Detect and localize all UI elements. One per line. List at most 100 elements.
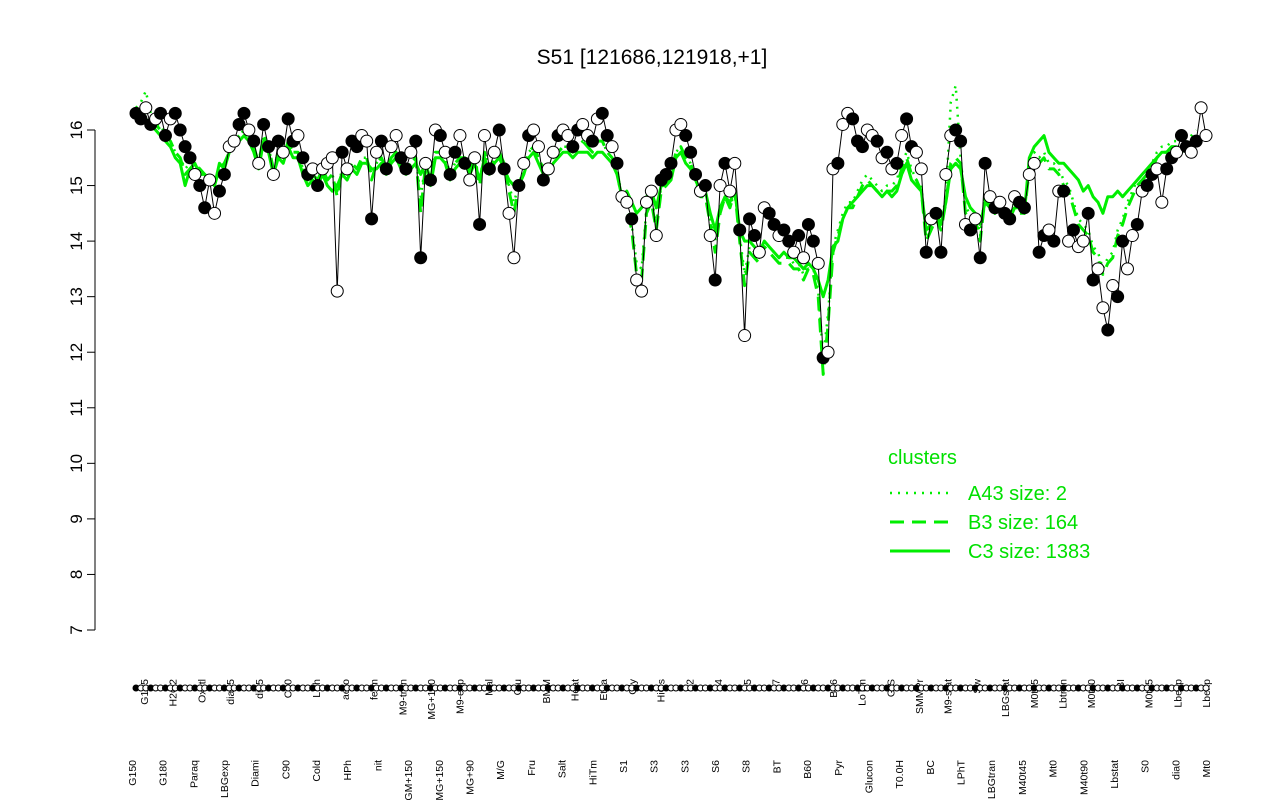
data-point [517,156,531,170]
data-point [139,101,153,115]
data-point [679,129,693,143]
y-tick-label: 13 [67,287,86,306]
data-point [895,129,909,143]
data-point [909,145,923,159]
data-point [1042,223,1056,237]
data-point [541,162,555,176]
data-point [674,117,688,131]
x-tick-label: H2O2 [168,679,180,707]
x-tick-label: Mt0 [1201,760,1213,778]
data-point [639,195,653,209]
data-point [939,167,953,181]
data-point [1130,217,1144,231]
data-point [600,129,614,143]
data-point [193,179,207,193]
y-tick-label: 8 [67,570,86,579]
data-point [330,284,344,298]
data-point [752,245,766,259]
data-point [247,134,261,148]
data-point [782,234,796,248]
data-point [1125,229,1139,243]
data-point [178,140,192,154]
data-point [1066,223,1080,237]
data-point [649,229,663,243]
y-tick-label: 12 [67,343,86,362]
data-point [1057,184,1071,198]
data-point [1081,206,1095,220]
data-point [1096,301,1110,315]
data-point [1116,234,1130,248]
data-point [635,284,649,298]
data-point [1017,201,1031,215]
data-point [281,112,295,126]
data-point [1062,234,1076,248]
x-tick-label: dia15 [225,679,237,705]
x-tick-label: Cold [311,760,323,782]
data-point [257,117,271,131]
data-point [1155,195,1169,209]
data-point [448,145,462,159]
x-tick-label: Lbstat [1109,760,1121,789]
data-point [262,140,276,154]
data-point [507,251,521,265]
data-point [463,173,477,187]
x-tick-label: M40t90 [1078,760,1090,795]
y-tick-label: 11 [67,399,86,417]
x-tick-label: M0t45 [1144,679,1156,708]
data-point [797,251,811,265]
data-point [536,173,550,187]
x-marker [1202,684,1210,692]
data-point [787,245,801,259]
x-tick-label: BT [771,759,783,773]
data-point [531,140,545,154]
data-point [620,195,634,209]
legend-title: clusters [888,447,957,469]
data-point [374,134,388,148]
data-point [227,134,241,148]
data-point [473,217,487,231]
x-tick-label: G150 [127,760,139,786]
x-tick-label: MG+150 [434,760,446,800]
x-tick-label: T0.0H [894,760,906,789]
data-point [399,162,413,176]
data-point [1086,273,1100,287]
x-tick-label: M0t45 [1029,679,1041,708]
data-point [973,251,987,265]
x-tick-label: Lbexp [1201,679,1213,708]
data-point [208,206,222,220]
data-point [993,195,1007,209]
x-tick-label: LPhT [956,759,968,785]
x-tick-label: S1 [618,760,630,773]
data-point [379,162,393,176]
data-point [443,167,457,181]
data-point [502,206,516,220]
x-tick-label: S3 [649,760,661,773]
data-point [203,173,217,187]
x-tick-label: M9-stat [943,679,955,714]
data-point [154,106,168,120]
data-point [610,156,624,170]
data-point [831,156,845,170]
data-point [158,129,172,143]
x-tick-label: BI [1115,679,1127,689]
data-point [335,145,349,159]
y-tick-label: 7 [67,625,86,634]
data-point [978,156,992,170]
data-point [1022,167,1036,181]
data-point [1184,145,1198,159]
data-point [365,212,379,226]
data-point [217,167,231,181]
data-point [747,229,761,243]
data-point [919,245,933,259]
x-tick-label: M40t45 [1017,760,1029,795]
data-point [713,179,727,193]
data-point [134,112,148,126]
y-tick-label: 15 [67,176,86,195]
data-point [811,256,825,270]
data-point [423,173,437,187]
x-tick-label: Salt [557,760,569,778]
data-point [384,140,398,154]
data-point [389,129,403,143]
data-point [1170,145,1184,159]
x-tick-label: M0t90 [1086,679,1098,708]
